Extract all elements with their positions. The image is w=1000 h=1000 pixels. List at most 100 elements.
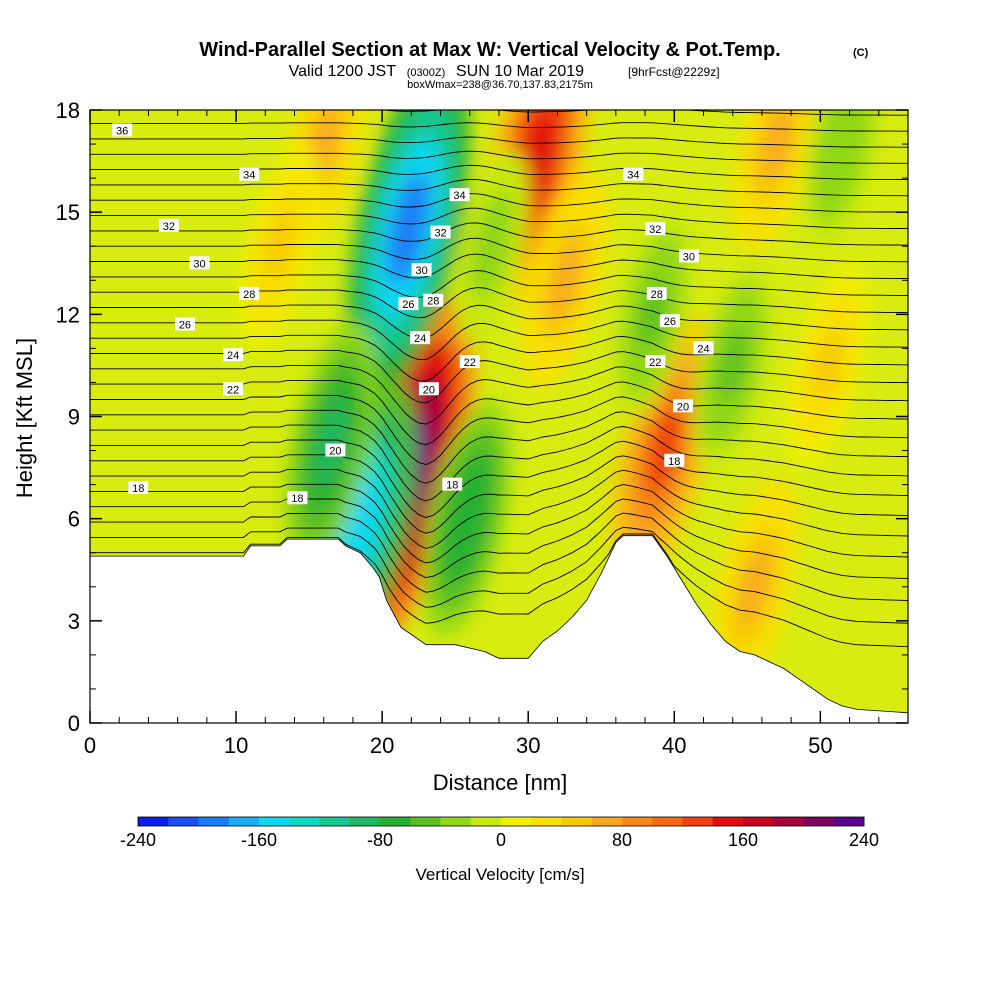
theta-label-box-28 — [664, 453, 685, 467]
colorbar: -240 -160 -80 0 80 160 240 — [120, 816, 879, 850]
colorbar-swatch-8 — [380, 817, 411, 826]
isentrope-line-15 — [90, 319, 908, 361]
isentrope-line-23 — [90, 193, 908, 213]
isentrope-line-18 — [90, 270, 908, 299]
theta-label-box-22 — [678, 249, 699, 263]
isentrope-line-16 — [90, 304, 908, 339]
theta-label-box-1 — [239, 167, 260, 181]
theta-label-box-11 — [398, 297, 419, 311]
isentrope-line-10 — [90, 394, 908, 465]
theta-label-box-4 — [239, 286, 260, 300]
colorbar-swatch-0 — [138, 817, 169, 826]
isentrope-line-17 — [90, 287, 908, 319]
valid-time-utc: (0300Z) — [407, 67, 446, 79]
theta-label-11: 26 — [402, 299, 414, 311]
y-tick-label-6: 18 — [56, 98, 80, 123]
colorbar-swatch-17 — [652, 817, 683, 826]
theta-label-box-12 — [410, 331, 431, 345]
theta-label-box-9 — [287, 491, 308, 505]
theta-label-box-13 — [423, 293, 444, 307]
theta-label-box-18 — [459, 355, 480, 369]
theta-label-24: 26 — [664, 316, 676, 328]
isentrope-line-1 — [90, 526, 908, 624]
colorbar-swatch-7 — [349, 817, 381, 826]
theta-label-box-21 — [645, 222, 666, 236]
colorbar-tick-label-1: -160 — [241, 830, 277, 850]
theta-label-box-10 — [325, 443, 346, 457]
colorbar-swatch-10 — [440, 817, 472, 826]
theta-label-22: 30 — [683, 251, 695, 263]
colorbar-swatch-16 — [622, 817, 653, 826]
colorbar-tick-label-6: 240 — [849, 830, 879, 850]
y-tick-label-3: 9 — [68, 405, 80, 430]
theta-label-6: 24 — [227, 350, 239, 362]
theta-label-17: 20 — [423, 384, 435, 396]
colorbar-swatch-3 — [228, 817, 260, 826]
theta-label-box-3 — [189, 256, 210, 270]
colorbar-swatch-12 — [501, 817, 532, 826]
theta-label-box-17 — [418, 382, 439, 396]
isentrope-line-8 — [90, 424, 908, 502]
isentrope-line-20 — [90, 237, 908, 263]
theta-label-23: 28 — [651, 289, 663, 301]
colorbar-tick-label-3: 0 — [496, 830, 506, 850]
theta-label-box-27 — [673, 399, 694, 413]
y-tick-label-2: 6 — [68, 507, 80, 532]
x-tick-label-5: 50 — [808, 733, 832, 758]
colorbar-swatch-4 — [259, 817, 290, 826]
theta-label-18: 22 — [464, 357, 476, 369]
theta-label-25: 22 — [649, 357, 661, 369]
vertical-velocity-field — [238, 110, 882, 696]
theta-label-5: 26 — [179, 320, 191, 332]
theta-label-box-8 — [128, 481, 149, 495]
theta-label-box-0 — [112, 123, 133, 137]
theta-label-8: 18 — [132, 483, 144, 495]
x-tick-label-0: 0 — [84, 733, 96, 758]
isentrope-line-28 — [90, 122, 908, 132]
colorbar-swatch-2 — [198, 817, 230, 826]
chart-title-mark: (C) — [853, 47, 869, 59]
isentrope-line-3 — [90, 498, 908, 579]
isentrope-line-0 — [90, 533, 908, 648]
theta-label-10: 20 — [329, 446, 341, 458]
updraft-cell-8 — [813, 330, 842, 401]
theta-label-box-19 — [442, 477, 463, 491]
theta-label-box-5 — [174, 317, 195, 331]
isentrope-line-12 — [90, 364, 908, 425]
theta-label-27: 20 — [677, 401, 689, 413]
chart-title: Wind-Parallel Section at Max W: Vertical… — [199, 39, 780, 61]
terrain-mask — [90, 535, 908, 723]
theta-label-box-24 — [659, 314, 680, 328]
colorbar-swatch-13 — [531, 817, 562, 826]
colorbar-swatch-6 — [319, 817, 351, 826]
theta-label-26: 24 — [697, 343, 709, 355]
theta-label-16: 34 — [453, 190, 465, 202]
colorbar-swatch-1 — [168, 817, 199, 826]
theta-label-box-26 — [693, 341, 714, 355]
x-tick-label-4: 40 — [662, 733, 686, 758]
valid-time-prefix: Valid 1200 JST — [289, 63, 397, 80]
isentrope-line-2 — [90, 512, 908, 602]
colorbar-label: Vertical Velocity [cm/s] — [415, 865, 584, 884]
plot-area: 36 34 32 30 28 26 24 22 18 18 20 26 24 28 30 32 34 20 22 18… — [90, 110, 908, 723]
updraft-cell-5 — [761, 110, 792, 182]
updraft-cell-3 — [549, 242, 580, 318]
downdraft-cell-5 — [718, 329, 747, 402]
colorbar-swatch-21 — [773, 817, 804, 826]
theta-label-box-23 — [646, 286, 667, 300]
isentrope-line-14 — [90, 334, 908, 382]
downdraft-cell-0 — [387, 172, 430, 286]
theta-contour-labels: 36 34 32 30 28 26 24 22 18 18 20 26 24 28 30 32 34 20 22 18… — [112, 123, 714, 505]
x-tick-label-1: 10 — [224, 733, 248, 758]
isentrope-line-27 — [90, 136, 908, 148]
isentrope-line-19 — [90, 253, 908, 279]
theta-label-box-16 — [449, 188, 470, 202]
theta-label-3: 30 — [193, 258, 205, 270]
isentrope-line-25 — [90, 164, 908, 180]
theta-label-21: 32 — [649, 224, 661, 236]
theta-label-13: 28 — [427, 296, 439, 308]
colorbar-swatch-11 — [470, 817, 502, 826]
colorbar-frame — [137, 816, 865, 827]
